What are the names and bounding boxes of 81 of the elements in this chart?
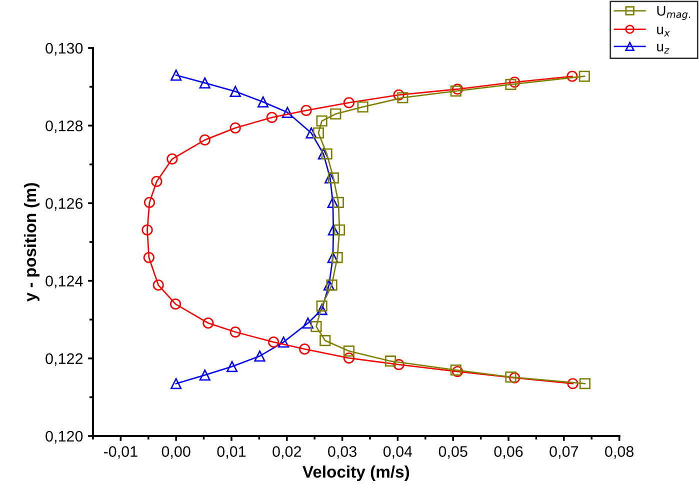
point: [321, 148, 332, 160]
x-tick-label: 0,00: [162, 446, 190, 459]
legend-label: U$_{mag.}$: [657, 6, 690, 20]
point: [332, 196, 344, 208]
point: [316, 115, 328, 126]
y-axis-title: y - position (m): [24, 183, 40, 302]
point: [144, 196, 156, 208]
x-tick-label: 0,06: [494, 446, 523, 459]
x-axis-title: Velocity (m/s): [302, 466, 410, 482]
point: [202, 318, 214, 329]
point: [393, 359, 404, 370]
point: [397, 92, 408, 104]
legend-label: u$_{x}$: [657, 26, 670, 36]
point: [230, 326, 241, 338]
x-tick-label: 0,02: [272, 446, 301, 459]
point: [316, 304, 328, 316]
x-tick-label: 0,03: [328, 446, 356, 459]
y-tick-label: 0,130: [46, 42, 83, 56]
point: [343, 97, 354, 108]
point: [282, 106, 293, 118]
x-tick-label: 0,08: [605, 446, 634, 459]
point: [384, 356, 396, 367]
point: [266, 112, 278, 124]
x-tick-label: 0,01: [217, 446, 246, 459]
point: [143, 252, 154, 264]
point: [343, 345, 354, 357]
point: [320, 334, 331, 346]
point: [199, 77, 210, 88]
point: [310, 321, 322, 332]
point: [299, 344, 310, 355]
point: [343, 352, 354, 364]
point: [230, 122, 241, 134]
point: [170, 298, 182, 310]
point: [170, 378, 182, 390]
x-tick-label: -0,01: [104, 446, 138, 459]
point: [328, 224, 339, 236]
point: [268, 336, 280, 348]
point: [258, 96, 269, 108]
y-tick-label: 0,122: [46, 353, 82, 366]
point: [312, 127, 324, 139]
point: [152, 280, 164, 291]
point: [316, 300, 328, 312]
point: [199, 370, 210, 381]
point: [332, 252, 343, 264]
point: [323, 280, 335, 291]
point: [327, 252, 338, 264]
legend-label: u$_{z}$: [657, 44, 670, 54]
y-tick-label: 0,126: [46, 198, 83, 211]
point: [306, 127, 317, 139]
point: [330, 108, 342, 120]
point: [505, 371, 516, 383]
point: [578, 70, 590, 82]
point: [226, 360, 238, 372]
y-tick-label: 0,124: [46, 276, 83, 288]
point: [230, 86, 241, 98]
point: [505, 78, 516, 90]
point: [300, 104, 312, 116]
point: [142, 224, 153, 236]
y-tick-label: 0,128: [46, 120, 83, 134]
x-tick-label: 0,07: [550, 446, 578, 459]
point: [199, 134, 210, 146]
point: [393, 89, 404, 101]
point: [278, 336, 290, 348]
point: [328, 172, 339, 184]
point: [509, 372, 520, 384]
point: [579, 378, 591, 390]
point: [357, 101, 368, 113]
point: [151, 176, 162, 188]
y-tick-label: 0,120: [46, 430, 83, 444]
point: [302, 318, 314, 329]
point: [170, 70, 182, 81]
x-tick-label: 0,04: [383, 446, 412, 459]
point: [509, 76, 520, 88]
point: [327, 196, 338, 208]
x-tick-label: 0,05: [438, 446, 468, 459]
point: [567, 378, 578, 390]
point: [326, 280, 338, 291]
point: [254, 350, 266, 362]
point: [334, 224, 346, 236]
point: [166, 153, 178, 165]
point: [566, 70, 578, 82]
